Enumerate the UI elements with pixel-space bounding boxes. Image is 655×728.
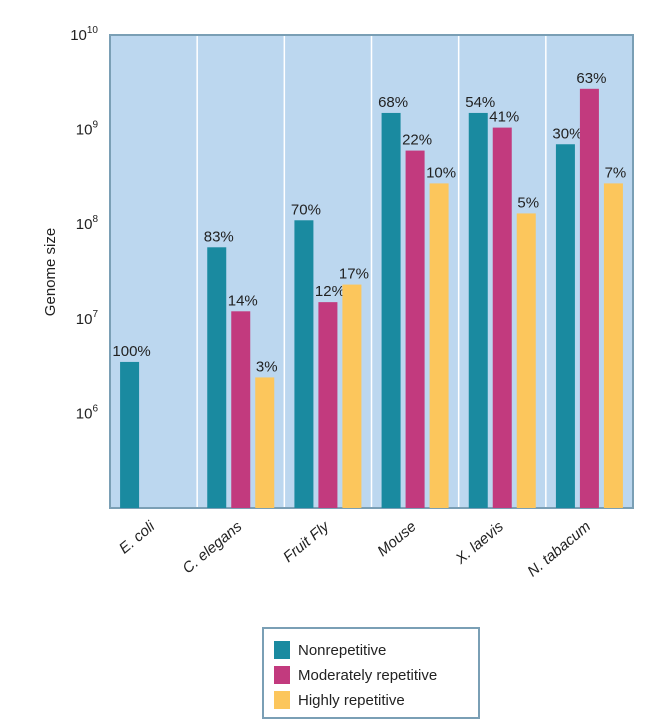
legend-swatch-highly-repetitive (274, 691, 290, 709)
bar-2-1 (255, 377, 275, 508)
legend-label-highly-repetitive: Highly repetitive (298, 691, 405, 709)
data-label: 100% (112, 343, 150, 360)
legend-swatch-nonrepetitive (274, 641, 290, 659)
bar-0-2 (294, 220, 314, 509)
x-tick-label: Fruit Fly (280, 517, 334, 566)
data-label: 41% (489, 109, 519, 126)
legend-swatch-moderately-repetitive (274, 666, 290, 684)
bar-2-2 (342, 284, 362, 508)
legend-item-highly-repetitive: Highly repetitive (274, 689, 405, 711)
bar-0-5 (555, 144, 575, 508)
x-tick-label: X. laevis (452, 518, 508, 568)
bar-2-3 (429, 183, 449, 508)
data-label: 70% (291, 201, 321, 218)
y-tick-label: 107 (76, 309, 99, 328)
x-tick-label: C. elegans (179, 518, 245, 577)
legend-item-nonrepetitive: Nonrepetitive (274, 639, 386, 661)
y-axis-label: Genome size (42, 228, 59, 316)
x-tick-label: N. tabacum (524, 518, 594, 580)
data-label: 68% (378, 94, 408, 111)
legend: Nonrepetitive Moderately repetitive High… (262, 627, 480, 719)
bar-0-3 (381, 112, 401, 508)
data-label: 10% (426, 164, 456, 181)
data-label: 17% (339, 266, 369, 283)
y-tick-label: 108 (76, 214, 99, 233)
data-label: 63% (576, 70, 606, 87)
legend-label-moderately-repetitive: Moderately repetitive (298, 666, 438, 684)
bar-1-3 (405, 150, 425, 508)
data-label: 7% (605, 164, 627, 181)
data-label: 5% (517, 194, 539, 211)
bar-1-1 (231, 311, 251, 508)
bar-0-1 (207, 247, 227, 508)
bar-1-5 (579, 88, 599, 508)
data-label: 22% (402, 132, 432, 149)
y-tick-label: 109 (76, 120, 99, 139)
legend-item-moderately-repetitive: Moderately repetitive (274, 664, 437, 686)
y-tick-label: 106 (76, 403, 99, 422)
bar-1-4 (492, 127, 512, 508)
data-label: 83% (204, 228, 234, 245)
x-tick-label: E. coli (116, 518, 159, 558)
data-label: 12% (315, 283, 345, 300)
x-tick-label: Mouse (374, 518, 419, 560)
y-tick-label: 1010 (70, 25, 98, 44)
bar-2-5 (603, 183, 623, 508)
bar-0-4 (468, 112, 488, 508)
bar-0-0 (120, 361, 140, 508)
data-label: 30% (552, 125, 582, 142)
data-label: 14% (228, 292, 258, 309)
data-label: 3% (256, 358, 278, 375)
data-label: 54% (465, 94, 495, 111)
bar-2-4 (516, 213, 536, 508)
legend-label-nonrepetitive: Nonrepetitive (298, 641, 387, 659)
bar-1-2 (318, 302, 338, 508)
